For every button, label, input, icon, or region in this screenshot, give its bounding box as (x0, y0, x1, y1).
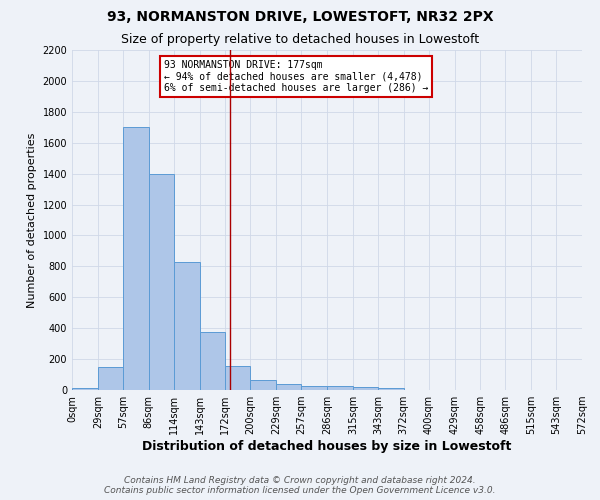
Y-axis label: Number of detached properties: Number of detached properties (27, 132, 37, 308)
Bar (149, 174, 173, 390)
Text: 93, NORMANSTON DRIVE, LOWESTOFT, NR32 2PX: 93, NORMANSTON DRIVE, LOWESTOFT, NR32 2P… (107, 10, 493, 24)
Bar (301, 386, 327, 390)
Bar (353, 387, 378, 390)
Bar (226, 366, 250, 390)
Bar (327, 386, 353, 390)
Text: 93 NORMANSTON DRIVE: 177sqm
← 94% of detached houses are smaller (4,478)
6% of s: 93 NORMANSTON DRIVE: 177sqm ← 94% of det… (164, 60, 428, 94)
Bar (123, 128, 149, 390)
Bar (250, 380, 276, 390)
Text: Size of property relative to detached houses in Lowestoft: Size of property relative to detached ho… (121, 32, 479, 46)
Bar (173, 262, 199, 390)
Bar (378, 388, 404, 390)
Text: Contains HM Land Registry data © Crown copyright and database right 2024.
Contai: Contains HM Land Registry data © Crown c… (104, 476, 496, 495)
Bar (72, 388, 98, 390)
X-axis label: Distribution of detached houses by size in Lowestoft: Distribution of detached houses by size … (142, 440, 512, 453)
Bar (199, 332, 226, 390)
Bar (276, 384, 301, 390)
Bar (98, 367, 123, 390)
